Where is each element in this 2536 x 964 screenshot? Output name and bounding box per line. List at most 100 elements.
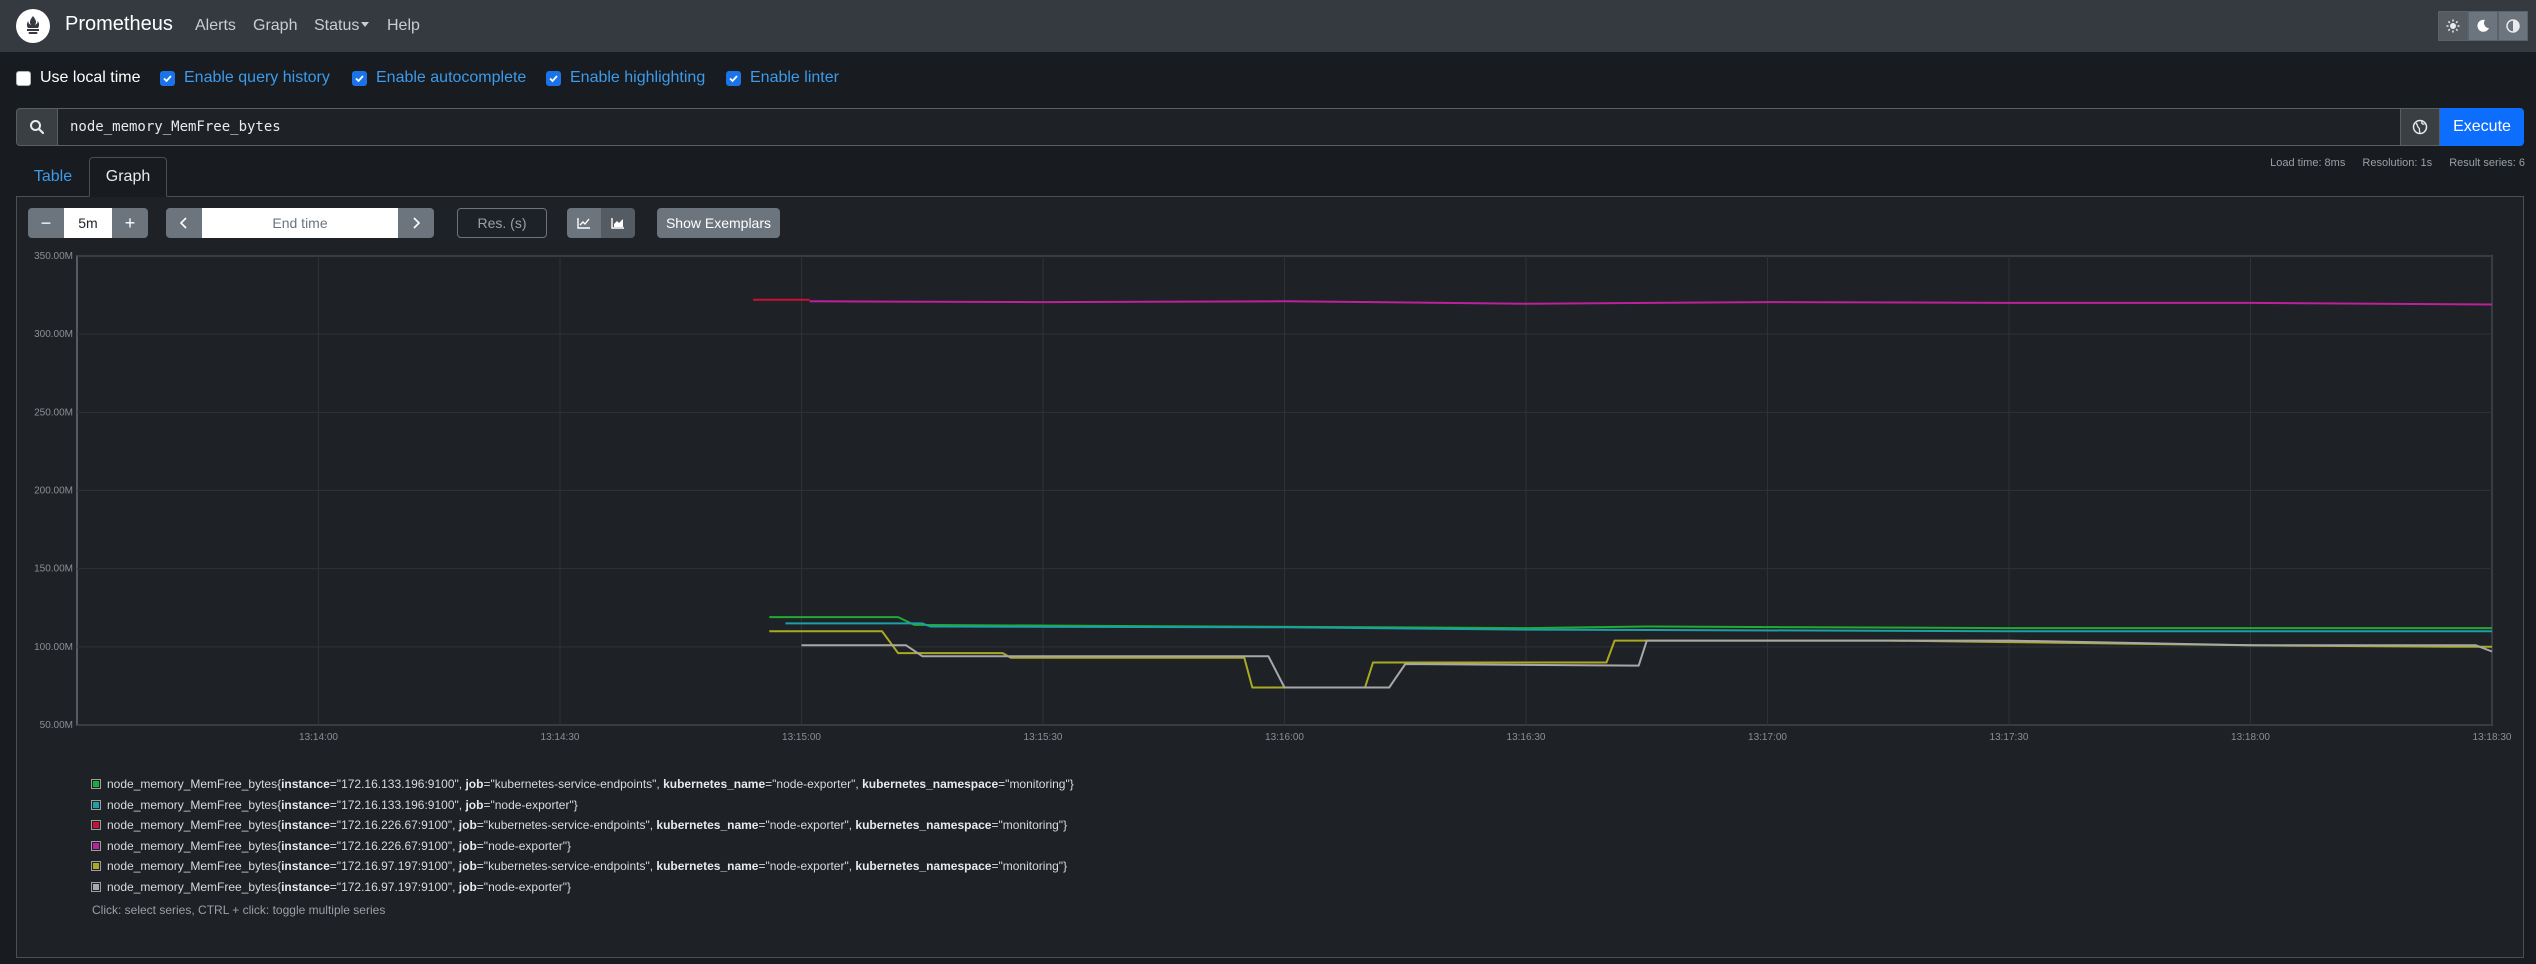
legend-swatch-fill <box>93 842 99 849</box>
chevron-down-icon <box>361 21 370 27</box>
tab-table[interactable]: Table <box>33 168 73 185</box>
x-tick-label: 13:18:00 <box>2231 732 2270 743</box>
legend-label-value: 172.16.97.197:9100 <box>341 879 448 894</box>
next-time-button[interactable] <box>398 208 434 238</box>
check-icon <box>355 74 364 82</box>
query-history-option[interactable]: Enable query history <box>160 69 330 87</box>
x-tick-label: 13:16:30 <box>1507 732 1546 743</box>
nav-help[interactable]: Help <box>387 17 420 34</box>
legend-label-value: node-exporter <box>769 818 845 833</box>
nav-alerts[interactable]: Alerts <box>195 17 236 34</box>
range-input[interactable]: 5m <box>64 208 112 238</box>
query-stats: Load time: 8ms Resolution: 1s Result ser… <box>2256 157 2525 169</box>
x-tick-label: 13:14:00 <box>299 732 338 743</box>
increase-range-button[interactable]: + <box>112 208 148 238</box>
check-icon <box>549 74 558 82</box>
legend-label-value: node-exporter <box>494 797 570 812</box>
autocomplete-checkbox[interactable] <box>352 70 367 86</box>
legend-label-value: node-exporter <box>776 777 852 792</box>
previous-time-button[interactable] <box>166 208 202 238</box>
prometheus-logo-icon[interactable] <box>16 9 50 43</box>
legend-item[interactable]: node_memory_MemFree_bytes{instance="172.… <box>91 815 1074 836</box>
y-tick-label: 350.00M <box>34 251 73 262</box>
execute-button[interactable]: Execute <box>2440 108 2524 146</box>
chevron-left-icon <box>179 217 187 229</box>
series-line-1 <box>769 616 2492 630</box>
dark-theme-button[interactable] <box>2468 11 2498 41</box>
range-control: − 5m + <box>28 208 148 238</box>
legend-metric-name: node_memory_MemFree_bytes <box>107 859 278 874</box>
legend-metric-name: node_memory_MemFree_bytes <box>107 777 278 792</box>
highlighting-checkbox[interactable] <box>546 70 561 86</box>
highlighting-option[interactable]: Enable highlighting <box>546 69 705 87</box>
legend-label: node_memory_MemFree_bytes{instance="172.… <box>107 879 572 894</box>
light-theme-button[interactable] <box>2438 11 2468 41</box>
legend-metric-name: node_memory_MemFree_bytes <box>107 818 278 833</box>
legend-item[interactable]: node_memory_MemFree_bytes{instance="172.… <box>91 877 1074 898</box>
legend-item[interactable]: node_memory_MemFree_bytes{instance="172.… <box>91 774 1074 795</box>
legend-metric-name: node_memory_MemFree_bytes <box>107 797 278 812</box>
y-tick-label: 100.00M <box>34 642 73 653</box>
legend-swatch-fill <box>93 863 99 870</box>
end-time-input[interactable]: End time <box>202 208 398 238</box>
autocomplete-option[interactable]: Enable autocomplete <box>352 69 526 87</box>
legend-item[interactable]: node_memory_MemFree_bytes{instance="172.… <box>91 856 1074 877</box>
resolution-control: Res. (s) <box>457 208 547 238</box>
legend-swatch-fill <box>93 822 99 829</box>
graph-legend: node_memory_MemFree_bytes{instance="172.… <box>91 774 1074 897</box>
series-line-4 <box>809 300 2493 306</box>
auto-theme-button[interactable] <box>2498 11 2528 41</box>
legend-hint: Click: select series, CTRL + click: togg… <box>92 903 386 917</box>
x-tick-label: 13:17:30 <box>1990 732 2029 743</box>
metrics-explorer-button[interactable] <box>2400 108 2440 146</box>
sun-icon <box>2446 19 2460 33</box>
legend-label-value: kubernetes-service-endpoints <box>494 777 653 792</box>
query-history-checkbox[interactable] <box>160 70 175 86</box>
use-local-time-option[interactable]: Use local time <box>16 69 140 87</box>
legend-item[interactable]: node_memory_MemFree_bytes{instance="172.… <box>91 795 1074 816</box>
use-local-time-checkbox[interactable] <box>16 70 31 86</box>
legend-label: node_memory_MemFree_bytes{instance="172.… <box>107 859 1068 874</box>
nav-graph[interactable]: Graph <box>253 17 298 34</box>
chevron-right-icon <box>413 217 421 229</box>
autocomplete-label[interactable]: Enable autocomplete <box>376 69 527 86</box>
resolution: Resolution: 1s <box>2362 157 2433 169</box>
y-tick-label: 150.00M <box>34 564 73 575</box>
decrease-range-button[interactable]: − <box>28 208 64 238</box>
legend-swatch <box>91 861 101 872</box>
legend-label-value: kubernetes-service-endpoints <box>488 859 646 874</box>
exemplars-control: Show Exemplars <box>657 208 780 238</box>
highlighting-label[interactable]: Enable highlighting <box>570 69 706 86</box>
show-exemplars-button[interactable]: Show Exemplars <box>657 208 780 238</box>
legend-item[interactable]: node_memory_MemFree_bytes{instance="172.… <box>91 836 1074 857</box>
legend-label-key: instance <box>281 879 330 894</box>
x-tick-label: 13:17:00 <box>1748 732 1787 743</box>
legend-label-key: kubernetes_name <box>656 859 759 874</box>
tab-graph[interactable]: Graph <box>89 157 167 197</box>
x-tick-label: 13:15:00 <box>782 732 821 743</box>
resolution-input[interactable]: Res. (s) <box>457 208 547 238</box>
memory-graph[interactable]: 50.00M 100.00M 150.00M 200.00M 250.00M 300.00… <box>17 247 2521 749</box>
expression-input[interactable]: node_memory_MemFree_bytes <box>58 108 2400 146</box>
legend-label-value: monitoring <box>1009 777 1066 792</box>
brand-title[interactable]: Prometheus <box>65 13 173 35</box>
query-history-label[interactable]: Enable query history <box>184 69 330 86</box>
search-icon-box <box>16 108 58 146</box>
legend-label-key: kubernetes_name <box>656 818 759 833</box>
linter-checkbox[interactable] <box>726 70 741 86</box>
legend-label-value: 172.16.133.196:9100 <box>341 777 455 792</box>
unstacked-button[interactable] <box>567 208 601 238</box>
legend-label-value: 172.16.133.196:9100 <box>341 797 455 812</box>
x-tick-label: 13:16:00 <box>1265 732 1304 743</box>
linter-label[interactable]: Enable linter <box>750 69 839 86</box>
legend-label-value: node-exporter <box>488 838 563 853</box>
end-time-control: End time <box>166 208 434 238</box>
area-chart-icon <box>611 218 624 229</box>
legend-label-value: 172.16.226.67:9100 <box>341 838 448 853</box>
series-line-6 <box>801 639 2493 689</box>
use-local-time-label[interactable]: Use local time <box>40 69 141 86</box>
nav-status[interactable]: Status <box>314 17 370 35</box>
stacked-button[interactable] <box>601 208 635 238</box>
linter-option[interactable]: Enable linter <box>726 69 839 87</box>
legend-label-value: node-exporter <box>488 879 563 894</box>
